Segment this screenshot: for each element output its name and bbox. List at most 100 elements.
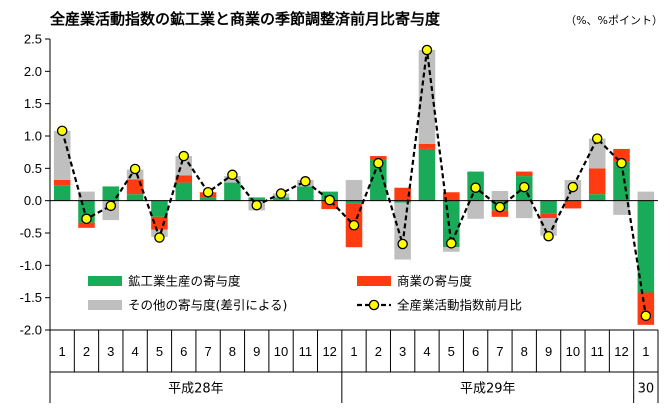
total-point-22 (567, 181, 579, 193)
bar-mining-6 (175, 182, 193, 201)
x-tick-label-25: 1 (642, 344, 649, 359)
total-point-4 (129, 163, 141, 175)
bar-other-23 (588, 138, 606, 169)
legend-label-mining: 鉱工業生産の寄与度 (128, 274, 241, 289)
bar-other-17 (443, 247, 460, 252)
total-point-1 (56, 125, 68, 137)
legend-swatch-mining (88, 276, 122, 286)
x-tick-label-19: 7 (496, 344, 503, 359)
bar-mining-7 (199, 197, 217, 201)
bar-commerce-2 (78, 222, 95, 228)
y-tick-label: -1.0 (20, 258, 42, 273)
total-point-2 (81, 213, 92, 225)
group-label-3: 30 (638, 382, 655, 397)
x-tick-label-4: 4 (132, 344, 139, 359)
x-tick-label-9: 9 (253, 344, 260, 359)
bar-other-25 (637, 191, 655, 201)
bar-mining-13 (345, 200, 363, 204)
legend-swatch-commerce (357, 276, 391, 286)
chart-title: 全産業活動指数の鉱工業と商業の季節調整済前月比寄与度 (49, 10, 441, 28)
bar-commerce-5 (151, 216, 168, 230)
bar-commerce-22 (564, 200, 582, 209)
x-tick-label-17: 5 (448, 344, 455, 359)
bar-other-4 (126, 169, 144, 180)
chart-unit-label: （%、%ポイント） (565, 14, 663, 27)
total-point-25 (640, 310, 652, 322)
bar-mining-11 (297, 186, 314, 201)
y-tick-label: 0.0 (24, 193, 42, 208)
total-point-17 (446, 238, 457, 249)
group-label-2: 平成29年 (460, 382, 516, 397)
bar-mining-1 (53, 185, 71, 201)
bar-other-24 (613, 200, 630, 215)
y-tick-label: -1.5 (20, 290, 42, 305)
x-tick-label-13: 1 (350, 344, 357, 359)
bar-mining-5 (151, 200, 168, 217)
x-tick-label-21: 9 (545, 344, 552, 359)
total-point-5 (154, 232, 165, 243)
bar-commerce-4 (126, 179, 144, 195)
total-point-19 (494, 201, 506, 213)
bar-commerce-21 (540, 213, 557, 219)
bar-other-19 (491, 190, 509, 201)
total-point-6 (178, 150, 190, 162)
bar-mining-25 (637, 200, 655, 293)
x-tick-label-10: 10 (274, 344, 288, 359)
x-tick-label-23: 11 (590, 344, 604, 359)
y-tick-label: 2.5 (24, 32, 42, 47)
y-tick-label: 1.0 (24, 129, 42, 144)
total-point-8 (227, 169, 238, 181)
x-tick-label-15: 3 (399, 344, 406, 359)
x-tick-label-24: 12 (614, 344, 628, 359)
bar-other-18 (467, 200, 484, 219)
bar-mining-8 (224, 182, 241, 201)
total-point-23 (591, 133, 603, 144)
bar-commerce-20 (515, 171, 533, 177)
total-point-11 (300, 176, 311, 187)
bar-other-20 (515, 200, 533, 219)
x-tick-label-11: 11 (299, 344, 313, 359)
x-tick-label-8: 8 (229, 344, 236, 359)
total-point-9 (251, 199, 262, 211)
bar-other-16 (418, 49, 436, 144)
x-tick-label-5: 5 (156, 344, 163, 359)
bar-other-21 (540, 218, 557, 236)
x-tick-label-6: 6 (180, 344, 187, 359)
x-tick-label-2: 2 (83, 344, 90, 359)
y-tick-label: 2.0 (24, 64, 42, 79)
total-point-10 (275, 188, 287, 199)
x-tick-label-16: 4 (423, 344, 430, 359)
total-point-24 (616, 157, 627, 169)
bar-mining-15 (394, 200, 411, 203)
bar-other-2 (78, 191, 95, 201)
x-tick-label-1: 1 (59, 344, 66, 359)
bar-mining-10 (272, 197, 290, 201)
y-tick-label: -0.5 (20, 226, 42, 241)
bar-commerce-15 (394, 187, 411, 201)
y-tick-label: 1.5 (24, 96, 42, 111)
bar-mining-21 (540, 200, 557, 214)
total-point-15 (397, 238, 408, 250)
total-point-21 (543, 230, 554, 242)
y-tick-label: 0.5 (24, 161, 42, 176)
total-point-14 (373, 157, 384, 169)
bar-commerce-16 (418, 143, 436, 149)
legend-swatch-other (88, 300, 122, 310)
x-tick-label-20: 8 (521, 344, 528, 359)
bar-mining-17 (443, 200, 460, 248)
x-tick-label-14: 2 (375, 344, 382, 359)
x-tick-label-3: 3 (107, 344, 114, 359)
total-point-13 (348, 219, 360, 231)
x-tick-label-12: 12 (322, 344, 336, 359)
group-label-1: 平成28年 (168, 382, 224, 397)
bar-mining-14 (370, 159, 387, 201)
x-tick-label-22: 10 (566, 344, 580, 359)
legend-swatch-total-marker (368, 299, 380, 311)
bar-other-13 (345, 179, 363, 201)
bar-mining-9 (248, 197, 265, 201)
bar-commerce-23 (588, 168, 606, 195)
total-point-16 (421, 44, 433, 56)
legend-label-commerce: 商業の寄与度 (397, 274, 473, 289)
